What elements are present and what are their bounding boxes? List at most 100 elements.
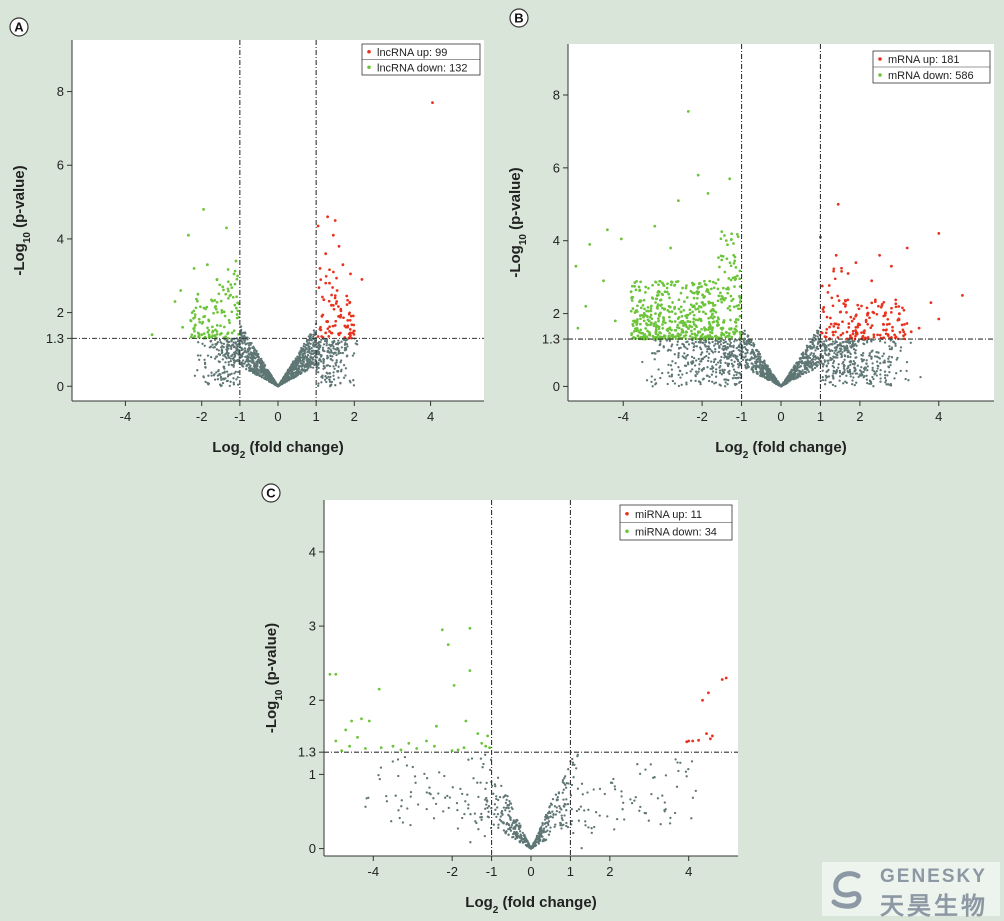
ns-point: [213, 346, 216, 349]
ns-point: [892, 341, 896, 344]
ns-point: [570, 808, 573, 811]
data-point: [651, 283, 654, 287]
ns-point: [508, 815, 511, 818]
data-point: [726, 306, 730, 310]
ns-point: [584, 820, 587, 823]
data-point: [820, 284, 824, 288]
ns-point: [488, 768, 492, 772]
data-point: [193, 313, 197, 316]
ns-point: [316, 349, 319, 352]
data-point: [344, 728, 348, 732]
ns-point: [325, 344, 328, 347]
data-point: [652, 324, 656, 328]
data-point: [898, 330, 902, 334]
plot-area: [568, 44, 994, 401]
ns-point: [701, 368, 704, 371]
y-tick-label: 4: [309, 544, 316, 559]
ns-point: [698, 363, 701, 366]
ns-point: [677, 384, 681, 388]
data-point: [724, 239, 728, 242]
data-point: [822, 310, 825, 314]
ns-point: [545, 817, 549, 820]
ns-point: [687, 343, 691, 346]
ns-point: [400, 799, 403, 802]
data-point: [632, 330, 636, 333]
data-point: [488, 746, 491, 750]
ns-point: [318, 340, 321, 344]
data-point: [846, 272, 850, 275]
ns-point: [746, 339, 750, 342]
data-point: [726, 243, 729, 247]
ns-point: [838, 379, 841, 382]
ns-point: [848, 370, 851, 373]
data-point: [348, 328, 352, 331]
ns-point: [759, 374, 762, 378]
y-tick-label: 2: [309, 693, 316, 708]
ns-point: [256, 353, 259, 356]
ns-point: [873, 355, 877, 358]
ns-point: [705, 350, 709, 353]
ns-point: [862, 370, 865, 374]
data-point: [674, 312, 677, 316]
data-point: [207, 333, 211, 337]
ns-point: [853, 351, 857, 354]
ns-point: [547, 820, 551, 823]
data-point: [712, 286, 716, 290]
data-point: [722, 298, 726, 302]
ns-point: [725, 355, 729, 359]
ns-point: [696, 372, 699, 375]
ns-point: [557, 791, 561, 794]
ns-point: [722, 345, 725, 348]
data-point: [193, 329, 196, 333]
data-point: [708, 292, 711, 295]
ns-point: [548, 806, 551, 809]
ns-point: [559, 821, 562, 825]
series-up: [316, 101, 434, 340]
ns-point: [487, 810, 490, 813]
ns-point: [657, 368, 660, 371]
ns-point: [311, 358, 315, 361]
ns-point: [296, 367, 299, 370]
data-point: [330, 293, 333, 297]
ns-point: [879, 362, 882, 365]
data-point: [192, 267, 196, 270]
ns-point: [333, 367, 336, 370]
data-point: [961, 294, 964, 297]
ns-point: [480, 812, 483, 816]
ns-point: [849, 372, 852, 376]
data-point: [855, 331, 859, 335]
ns-point: [244, 332, 247, 335]
ns-point: [227, 344, 230, 347]
ns-point: [485, 781, 488, 785]
ns-point: [257, 356, 261, 359]
data-point: [331, 286, 334, 289]
ns-point: [498, 795, 502, 799]
ns-point: [265, 378, 268, 381]
ns-point: [587, 808, 590, 811]
data-point: [653, 224, 657, 228]
ns-point: [326, 372, 329, 375]
data-point: [215, 300, 219, 304]
ns-point: [817, 329, 820, 333]
ns-point: [313, 351, 316, 355]
ns-point: [853, 369, 856, 372]
ns-point: [409, 795, 412, 798]
ns-point: [746, 363, 749, 366]
ns-point: [542, 831, 545, 834]
ns-point: [577, 819, 581, 822]
ns-point: [842, 345, 845, 348]
data-point: [632, 319, 635, 323]
ns-point: [327, 346, 330, 350]
ns-point: [839, 349, 842, 353]
ns-point: [377, 773, 380, 777]
ns-point: [693, 345, 696, 348]
y-axis-title: -Log10 (p-value): [263, 623, 285, 733]
ns-point: [732, 355, 735, 358]
ns-point: [806, 348, 809, 351]
ns-point: [505, 823, 508, 826]
y-tick-label: 0: [57, 379, 64, 394]
y-tick-label: 2: [57, 305, 64, 320]
ns-point: [542, 829, 545, 832]
data-point: [707, 691, 710, 695]
ns-point: [758, 364, 761, 367]
